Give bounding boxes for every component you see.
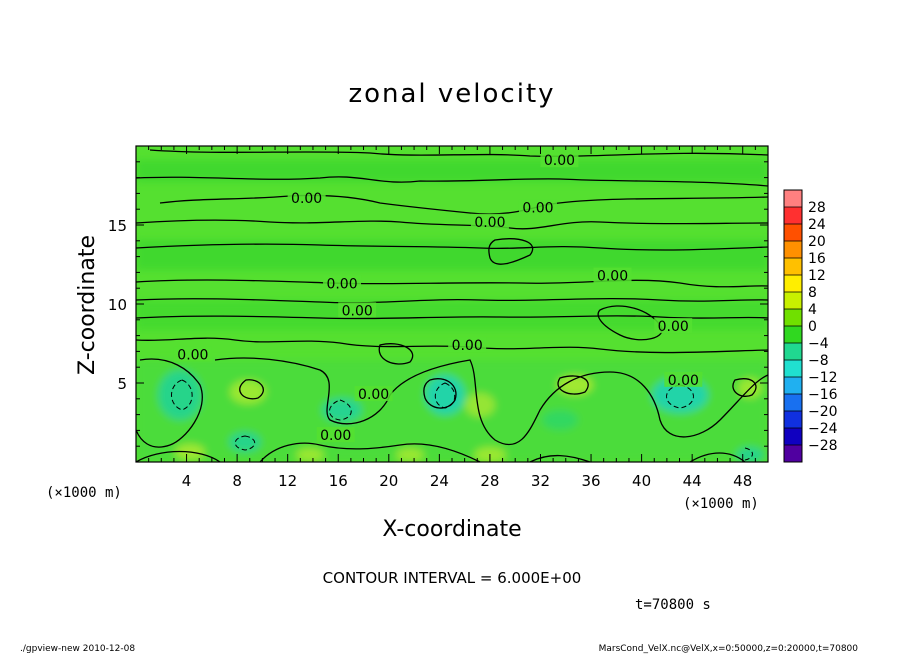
colorbar-segment [784, 258, 802, 276]
x-tick-label: 36 [581, 472, 600, 490]
colorbar-segment [784, 241, 802, 259]
colorbar-label: 20 [808, 234, 826, 250]
x-tick-label: 24 [430, 472, 449, 490]
contour-label-bg [593, 267, 632, 283]
contour-label-bg [654, 318, 693, 334]
contour-label-bg [354, 386, 393, 402]
contour-lines [136, 149, 768, 462]
colorbar-label: 24 [808, 217, 826, 233]
colorbar-label: 12 [808, 268, 826, 284]
y-tick-label: 5 [117, 375, 127, 393]
y-tick-label: 10 [108, 296, 127, 314]
contour-label-bg [173, 346, 212, 362]
contour-label-bg [518, 199, 557, 215]
contour-label: 0.00 [358, 387, 389, 403]
colorbar-segment [784, 190, 802, 208]
contour-label-bg [316, 427, 355, 443]
colorbar-label: 0 [808, 319, 817, 335]
colorbar-segment [784, 343, 802, 361]
contour-label: 0.00 [544, 153, 575, 169]
colorbar-label: −28 [808, 438, 838, 454]
colorbar-label: −4 [808, 336, 829, 352]
x-tick-label: 4 [182, 472, 192, 490]
y-axis-title: Z-coordinate [75, 235, 100, 375]
colorbar-segment [784, 360, 802, 378]
colorbar-segment [784, 411, 802, 429]
colorbar-label: −16 [808, 387, 838, 403]
contour-label-bg [448, 337, 487, 353]
chart-title: zonal velocity [348, 79, 555, 109]
colorbar-label: 8 [808, 285, 817, 301]
colorbar-label: −24 [808, 421, 838, 437]
contour-label-bg [287, 190, 326, 206]
colorbar-label: −8 [808, 353, 829, 369]
colorbar-label: −12 [808, 370, 838, 386]
heatmap-field: 0.00 0.00 0.00 0.00 0.00 0.00 0.00 0.00 0.00 0.00… [136, 146, 768, 462]
contour-label-bg [338, 302, 377, 318]
x-units-left: (×1000 m) [46, 485, 122, 501]
colorbar-label: −20 [808, 404, 838, 420]
x-tick-label: 32 [531, 472, 550, 490]
contour-label: 0.00 [326, 276, 357, 292]
x-tick-label: 44 [683, 472, 702, 490]
colorbar-segment [784, 428, 802, 446]
x-tick-label: 48 [733, 472, 752, 490]
x-tick-label: 20 [379, 472, 398, 490]
contour-label-bg [664, 371, 703, 387]
colorbar-segment [784, 394, 802, 412]
contour-label-bg [470, 213, 509, 229]
colorbar-segment [784, 445, 802, 463]
contour-label: 0.00 [452, 338, 483, 354]
contour-label: 0.00 [474, 215, 505, 231]
colorbar-segment [784, 326, 802, 344]
colorbar-segment [784, 207, 802, 225]
contour-label: 0.00 [597, 269, 628, 285]
time-text: t=70800 s [635, 597, 711, 613]
x-tick-label: 8 [232, 472, 242, 490]
footer-right: MarsCond_VelX.nc@VelX,x=0:50000,z=0:2000… [599, 644, 859, 654]
x-axis-title: X-coordinate [382, 517, 521, 542]
colorbar-label: 4 [808, 302, 817, 318]
x-tick-label: 12 [278, 472, 297, 490]
contour-label: 0.00 [522, 201, 553, 217]
colorbar-segment [784, 224, 802, 242]
x-axis: 4 8 12 16 20 24 28 32 36 40 44 48 [135, 146, 769, 490]
colorbar-segment [784, 275, 802, 293]
contour-label: 0.00 [291, 191, 322, 207]
x-units-right: (×1000 m) [683, 496, 759, 512]
contour-interval-text: CONTOUR INTERVAL = 6.000E+00 [323, 569, 582, 587]
contour-label: 0.00 [658, 319, 689, 335]
contour-label: 0.00 [177, 348, 208, 364]
x-tick-label: 16 [329, 472, 348, 490]
x-tick-label: 28 [480, 472, 499, 490]
colorbar-label: 28 [808, 200, 826, 216]
colorbar-segment [784, 309, 802, 327]
contour-label-bg [540, 152, 579, 168]
y-tick-label: 15 [108, 217, 127, 235]
x-tick-label: 40 [632, 472, 651, 490]
contour-label: 0.00 [668, 373, 699, 389]
y-axis: 5 10 15 [108, 145, 768, 463]
colorbar-segment [784, 377, 802, 395]
colorbar-label: 16 [808, 251, 826, 267]
contour-label-bg [323, 275, 362, 291]
footer-left: ./gpview-new 2010-12-08 [20, 644, 135, 654]
colorbar-segment [784, 292, 802, 310]
contour-label: 0.00 [342, 303, 373, 319]
contour-label: 0.00 [320, 428, 351, 444]
